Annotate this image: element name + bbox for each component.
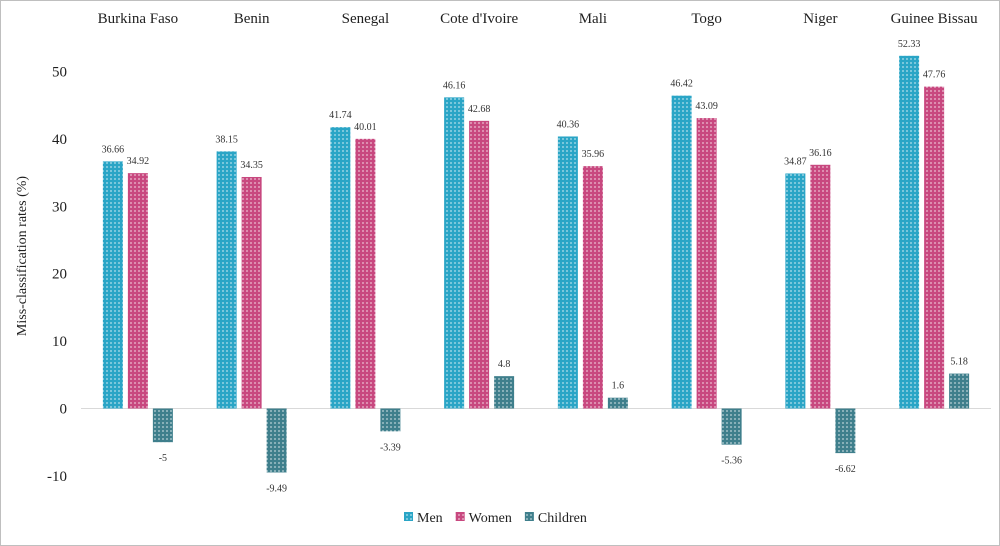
data-label-men-senegal: 41.74	[329, 110, 352, 121]
data-label-women-niger: 36.16	[809, 148, 832, 159]
legend-label-women: Women	[469, 511, 512, 526]
category-label-senegal: Senegal	[342, 11, 389, 27]
data-label-children-burkina-faso: -5	[159, 453, 167, 464]
y-axis-ticks: -10 0 10 20 30 40 50	[47, 65, 67, 485]
data-label-children-benin: -9.49	[266, 483, 287, 494]
category-label-burkina-faso: Burkina Faso	[98, 11, 178, 27]
data-label-men-guinee-bissau: 52.33	[898, 39, 921, 50]
data-label-children-togo: -5.36	[721, 456, 742, 467]
bar-women-guinee-bissau	[924, 86, 945, 409]
y-tick-label: 20	[52, 267, 67, 283]
data-label-men-cote-d-ivoire: 46.16	[443, 80, 466, 91]
y-tick-label: 50	[52, 65, 67, 81]
data-label-women-mali: 35.96	[582, 149, 605, 160]
data-label-men-burkina-faso: 36.66	[102, 144, 125, 155]
legend-label-children: Children	[538, 511, 587, 526]
bar-men-senegal	[330, 127, 351, 409]
bar-women-mali	[582, 166, 603, 409]
y-tick-label: 40	[52, 132, 67, 148]
category-label-cote-d-ivoire: Cote d'Ivoire	[440, 11, 518, 27]
y-tick-label: 30	[52, 199, 67, 215]
bar-children-burkina-faso	[152, 408, 173, 443]
data-label-women-guinee-bissau: 47.76	[923, 70, 946, 81]
data-label-men-niger: 34.87	[784, 156, 807, 167]
bar-women-burkina-faso	[127, 173, 148, 409]
data-label-children-senegal: -3.39	[380, 442, 401, 453]
category-label-benin: Benin	[234, 11, 270, 27]
y-tick-label: -10	[47, 469, 67, 485]
y-tick-label: 10	[52, 334, 67, 350]
bar-women-togo	[696, 118, 717, 409]
data-label-men-togo: 46.42	[670, 79, 693, 90]
legend-swatch-children	[524, 512, 534, 521]
bar-children-cote-d-ivoire	[494, 376, 515, 409]
data-label-men-mali: 40.36	[557, 119, 580, 130]
bar-men-niger	[785, 173, 806, 409]
data-label-men-benin: 38.15	[215, 134, 238, 145]
data-label-women-burkina-faso: 34.92	[127, 156, 150, 167]
category-label-guinee-bissau: Guinee Bissau	[891, 11, 979, 27]
y-tick-label: 0	[60, 402, 68, 418]
data-label-women-cote-d-ivoire: 42.68	[468, 104, 491, 115]
data-label-women-togo: 43.09	[695, 101, 718, 112]
bar-men-mali	[557, 136, 578, 409]
bar-children-benin	[266, 408, 287, 473]
bar-children-senegal	[380, 408, 401, 432]
bar-men-burkina-faso	[102, 161, 123, 409]
bar-children-mali	[607, 397, 628, 409]
bar-men-benin	[216, 151, 237, 409]
data-label-children-guinee-bissau: 5.18	[950, 357, 968, 368]
legend: Men Women Children	[404, 511, 587, 526]
category-label-mali: Mali	[579, 11, 607, 27]
bar-men-guinee-bissau	[899, 55, 920, 409]
bar-children-togo	[721, 408, 742, 445]
bar-children-guinee-bissau	[949, 373, 970, 409]
bar-men-togo	[671, 95, 692, 409]
bar-women-cote-d-ivoire	[469, 120, 490, 409]
category-labels: Burkina Faso Benin Senegal Cote d'Ivoire Mal…	[98, 11, 978, 27]
legend-swatch-men	[404, 512, 413, 521]
data-label-children-niger: -6.62	[835, 464, 856, 475]
data-label-children-mali: 1.6	[612, 381, 625, 392]
bar-women-senegal	[355, 138, 376, 409]
y-axis-title: Miss-classification rates (%)	[15, 176, 30, 337]
bars	[102, 55, 970, 473]
bar-men-cote-d-ivoire	[444, 97, 465, 409]
data-label-children-cote-d-ivoire: 4.8	[498, 359, 511, 370]
bar-women-benin	[241, 176, 262, 409]
legend-swatch-women	[455, 512, 465, 521]
category-label-niger: Niger	[803, 11, 837, 27]
bar-women-niger	[810, 164, 831, 409]
category-label-togo: Togo	[691, 11, 722, 27]
data-label-women-senegal: 40.01	[354, 122, 377, 133]
bar-children-niger	[835, 408, 856, 454]
legend-label-men: Men	[417, 511, 443, 526]
data-label-women-benin: 34.35	[240, 160, 263, 171]
